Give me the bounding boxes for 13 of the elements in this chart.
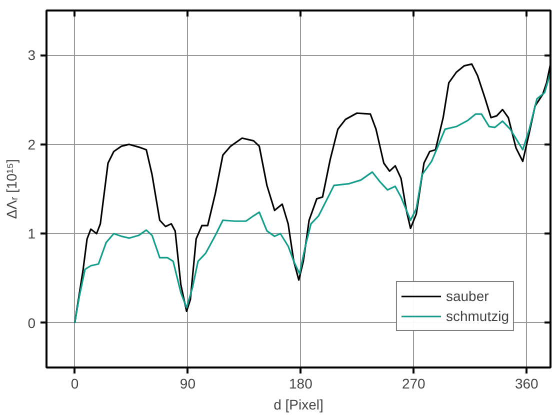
x-tick-label: 360 [514, 376, 539, 392]
x-axis-title: d [Pixel] [274, 396, 324, 412]
x-tick-label: 270 [402, 376, 426, 392]
y-tick-label: 3 [28, 47, 36, 64]
x-tick-label: 180 [289, 376, 313, 392]
y-axis-title: ΔΛᵣ [10¹⁵] [4, 159, 20, 219]
x-tick-label: 0 [70, 376, 79, 392]
y-tick-label: 1 [28, 226, 36, 242]
y-tick-label: 0 [28, 314, 36, 331]
x-tick-label: 90 [180, 376, 196, 392]
legend-label: schmutzig [446, 308, 509, 324]
y-tick-label: 2 [28, 136, 36, 152]
legend-label: sauber [446, 288, 489, 304]
